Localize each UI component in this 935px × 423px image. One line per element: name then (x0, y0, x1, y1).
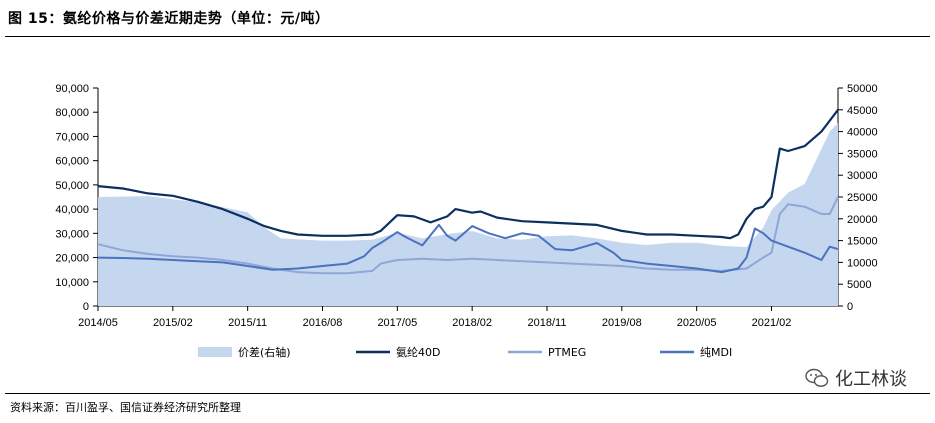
y-left-tick-label: 40,000 (55, 204, 89, 216)
y-right-tick-label: 35000 (847, 148, 878, 160)
y-right-tick-label: 10000 (847, 257, 878, 269)
legend-swatch-spread (198, 347, 232, 357)
brand-text: 化工林谈 (835, 369, 907, 390)
y-right-tick-label: 15000 (847, 236, 878, 248)
x-tick-label: 2018/11 (528, 317, 567, 329)
x-tick-label: 2014/05 (78, 317, 118, 329)
x-tick-label: 2015/11 (228, 317, 267, 329)
title-divider (5, 36, 930, 37)
y-left-tick-label: 90,000 (55, 83, 89, 95)
legend-label: 纯MDI (700, 346, 732, 359)
y-left-tick-label: 30,000 (55, 228, 89, 240)
series-line-pure-mdi (97, 223, 839, 274)
wechat-icon (805, 368, 829, 387)
y-right-tick-label: 20000 (847, 214, 878, 226)
x-tick-label: 2019/08 (602, 317, 642, 329)
y-right-tick-label: 25000 (847, 192, 878, 204)
y-left-tick-label: 80,000 (55, 107, 89, 119)
chart-svg: 0 10,000 20,000 30,000 40,000 50,000 60,000 70,… (55, 83, 877, 359)
series-line-ptmeg (97, 196, 839, 275)
y-right-tick-label: 30000 (847, 170, 878, 182)
legend-label: 价差(右轴) (238, 345, 291, 359)
chart-title: 图 15：氨纶价格与价差近期走势（单位：元/吨） (8, 11, 330, 27)
legend-label: PTMEG (548, 346, 586, 359)
y-left-tick-label: 70,000 (55, 131, 89, 143)
y-left-tick-label: 10,000 (55, 277, 89, 289)
source-divider (5, 393, 930, 394)
y-left-tick-label: 0 (83, 301, 89, 313)
chart-axes: 0 10,000 20,000 30,000 40,000 50,000 60,000 70,… (55, 83, 877, 329)
y-left-tick-label: 50,000 (55, 180, 89, 192)
series-line-spandex-40d (97, 109, 839, 240)
x-tick-label: 2016/08 (303, 317, 343, 329)
x-tick-label: 2015/02 (153, 317, 193, 329)
y-left-tick-label: 20,000 (55, 253, 89, 265)
source-note: 资料来源：百川盈孚、国信证券经济研究所整理 (10, 401, 241, 414)
x-tick-label: 2018/02 (452, 317, 492, 329)
y-right-tick-label: 5000 (847, 279, 871, 291)
y-right-tick-label: 0 (847, 301, 853, 313)
legend-label: 氨纶40D (396, 345, 440, 359)
y-right-tick-label: 40000 (847, 127, 878, 139)
x-tick-label: 2021/02 (752, 317, 792, 329)
x-tick-label: 2020/05 (677, 317, 717, 329)
series-layer (97, 109, 839, 307)
series-area-spread (98, 122, 838, 307)
x-tick-label: 2017/05 (377, 317, 417, 329)
y-left-tick-label: 60,000 (55, 156, 89, 168)
chart-legend: 价差(右轴) 氨纶40D PTMEG 纯MDI (198, 345, 732, 359)
brand-watermark: 化工林谈 (805, 365, 907, 391)
y-right-tick-label: 50000 (847, 83, 878, 95)
y-right-tick-label: 45000 (847, 105, 878, 117)
